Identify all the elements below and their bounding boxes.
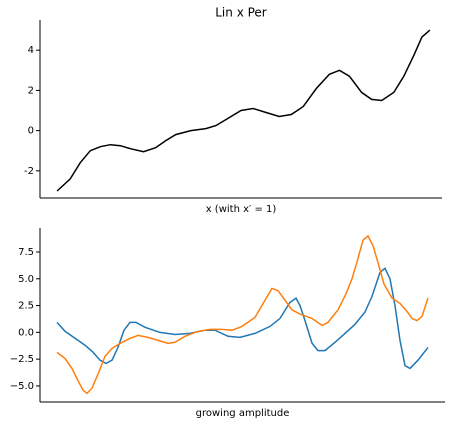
y-tick-label: 0.0 — [18, 327, 34, 338]
x-axis-label: x (with x′ = 1) — [206, 204, 277, 215]
y-tick-label: −2.5 — [10, 354, 34, 365]
y-tick-label: −5.0 — [10, 381, 34, 392]
y-tick-label: 4 — [28, 45, 34, 56]
line — [56, 29, 431, 192]
y-tick-label: 0 — [28, 126, 34, 137]
y-tick-label: 5.0 — [18, 274, 34, 285]
y-tick-label: 2.5 — [18, 301, 34, 312]
line — [56, 267, 429, 370]
y-tick-label: -2 — [24, 166, 34, 177]
y-tick-label: 2 — [28, 85, 34, 96]
y-tick-label: 7.5 — [18, 247, 34, 258]
chart-title: Lin x Per — [215, 6, 267, 20]
line — [56, 234, 429, 395]
x-axis-label: growing amplitude — [196, 408, 290, 419]
